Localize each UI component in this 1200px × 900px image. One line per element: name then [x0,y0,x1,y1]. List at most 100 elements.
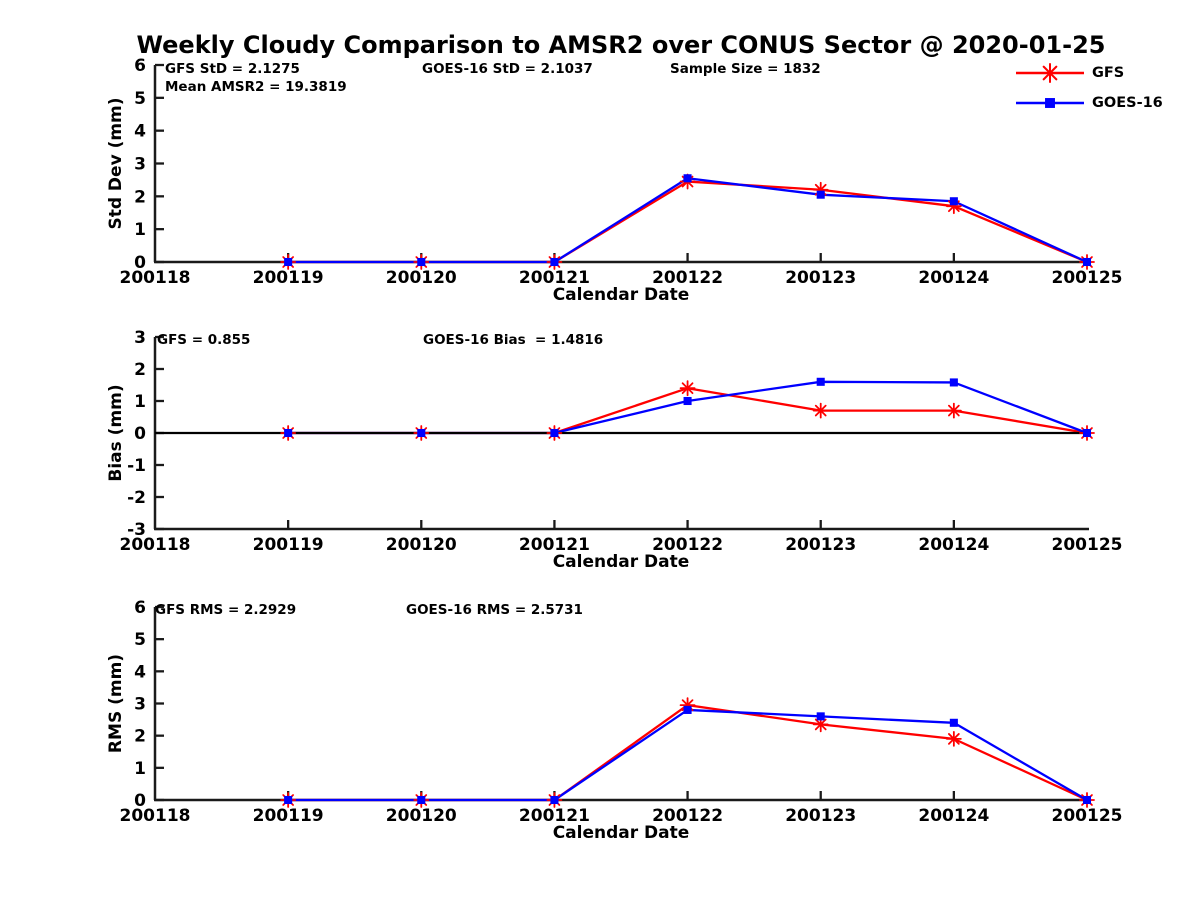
legend: GFS GOES-16 [1014,63,1163,123]
panel-bias: -3 -2 -1 0 1 2 3 200118 200119 200120 200121 200122… [106,328,1122,572]
y-tick-label: 2 [134,360,146,380]
x-tick-label: 200124 [918,268,989,288]
annotation: Sample Size = 1832 [670,61,821,77]
y-axis-label: Bias (mm) [106,384,126,481]
legend-entry-gfs: GFS [1014,63,1163,83]
panel-std-dev: 0 1 2 3 4 5 6 200118 200119 200120 200121 200122 200… [106,56,1122,305]
x-tick-label: 200123 [785,806,856,826]
legend-label: GFS [1092,65,1125,81]
y-tick-label: 4 [134,662,146,682]
series-line-gfs [288,703,1088,802]
series-line-goes-16 [288,177,1088,264]
square-marker [550,428,559,438]
x-axis-label: Calendar Date [553,285,690,305]
square-marker [816,377,825,386]
y-tick-label: 0 [134,424,146,444]
y-tick-label: -3 [127,520,146,540]
annotation: GFS = 0.855 [157,332,250,348]
square-legend-swatch [1016,98,1084,108]
asterisk-marker [1042,65,1058,81]
square-marker [550,257,559,267]
x-tick-label: 200121 [519,806,590,826]
square-marker [816,712,825,721]
square-marker [417,428,426,438]
y-tick-label: 4 [134,122,146,142]
legend-entry-goes-16: GOES-16 [1014,93,1163,113]
asterisk-marker [948,404,960,417]
x-tick-label: 200122 [652,268,723,288]
square-marker [949,378,958,387]
asterisk-marker [681,382,694,395]
asterisk-marker [814,718,827,731]
asterisk-marker [948,733,960,745]
x-tick-label: 200119 [253,535,324,555]
annotation: GFS StD = 2.1275 [165,61,300,77]
legend-label: GOES-16 [1092,95,1163,111]
y-tick-label: 1 [134,759,146,779]
square-marker [816,190,825,199]
y-axis-label: Std Dev (mm) [106,97,126,229]
y-tick-label: -1 [127,456,146,476]
x-tick-label: 200119 [253,268,324,288]
y-tick-label: 0 [134,253,146,273]
square-marker [284,257,293,267]
square-marker [949,197,958,206]
series-line-goes-16 [288,708,1088,802]
asterisk-legend-swatch [1016,63,1084,83]
x-tick-label: 200118 [120,535,191,555]
x-tick-label: 200121 [519,535,590,555]
square-marker [1045,98,1055,108]
square-marker [550,795,559,805]
square-marker [683,396,692,406]
y-tick-label: 3 [134,328,146,348]
annotation: GOES-16 RMS = 2.5731 [406,602,583,618]
square-marker [1082,428,1092,438]
x-tick-label: 200120 [386,806,457,826]
y-tick-label: 0 [134,791,146,811]
x-tick-label: 200118 [120,268,191,288]
y-tick-label: 3 [134,695,146,715]
square-marker [683,705,692,714]
square-marker [284,428,293,438]
square-marker [1082,257,1092,267]
y-axis-label: RMS (mm) [106,654,126,753]
y-tick-label: 6 [134,56,146,76]
x-tick-label: 200125 [1052,535,1123,555]
square-marker [949,718,958,727]
square-marker [1082,795,1092,805]
y-tick-label: 2 [134,727,146,747]
x-tick-label: 200122 [652,535,723,555]
x-tick-label: 200119 [253,806,324,826]
annotation: GOES-16 Bias = 1.4816 [423,332,603,348]
x-tick-label: 200124 [918,806,989,826]
x-tick-label: 200118 [120,806,191,826]
x-axis-label: Calendar Date [553,823,690,843]
x-tick-label: 200125 [1052,268,1123,288]
x-tick-label: 200120 [386,268,457,288]
y-tick-label: -2 [127,488,146,508]
square-marker [284,795,293,805]
square-marker [417,795,426,805]
series-line-gfs [288,180,1088,264]
y-tick-label: 5 [134,630,146,650]
y-tick-label: 5 [134,89,146,109]
asterisk-marker [814,404,827,417]
y-tick-label: 1 [134,220,146,240]
y-tick-label: 6 [134,598,146,618]
y-tick-label: 1 [134,392,146,412]
x-tick-label: 200123 [785,535,856,555]
annotation: GOES-16 StD = 2.1037 [422,61,593,77]
x-axis-label: Calendar Date [553,552,690,572]
annotation: GFS RMS = 2.2929 [155,602,296,618]
y-tick-label: 2 [134,187,146,207]
y-tick-label: 3 [134,155,146,175]
x-tick-label: 200124 [918,535,989,555]
x-tick-label: 200120 [386,535,457,555]
x-tick-label: 200125 [1052,806,1123,826]
x-tick-label: 200122 [652,806,723,826]
square-marker [683,174,692,183]
x-tick-label: 200121 [519,268,590,288]
x-tick-label: 200123 [785,268,856,288]
